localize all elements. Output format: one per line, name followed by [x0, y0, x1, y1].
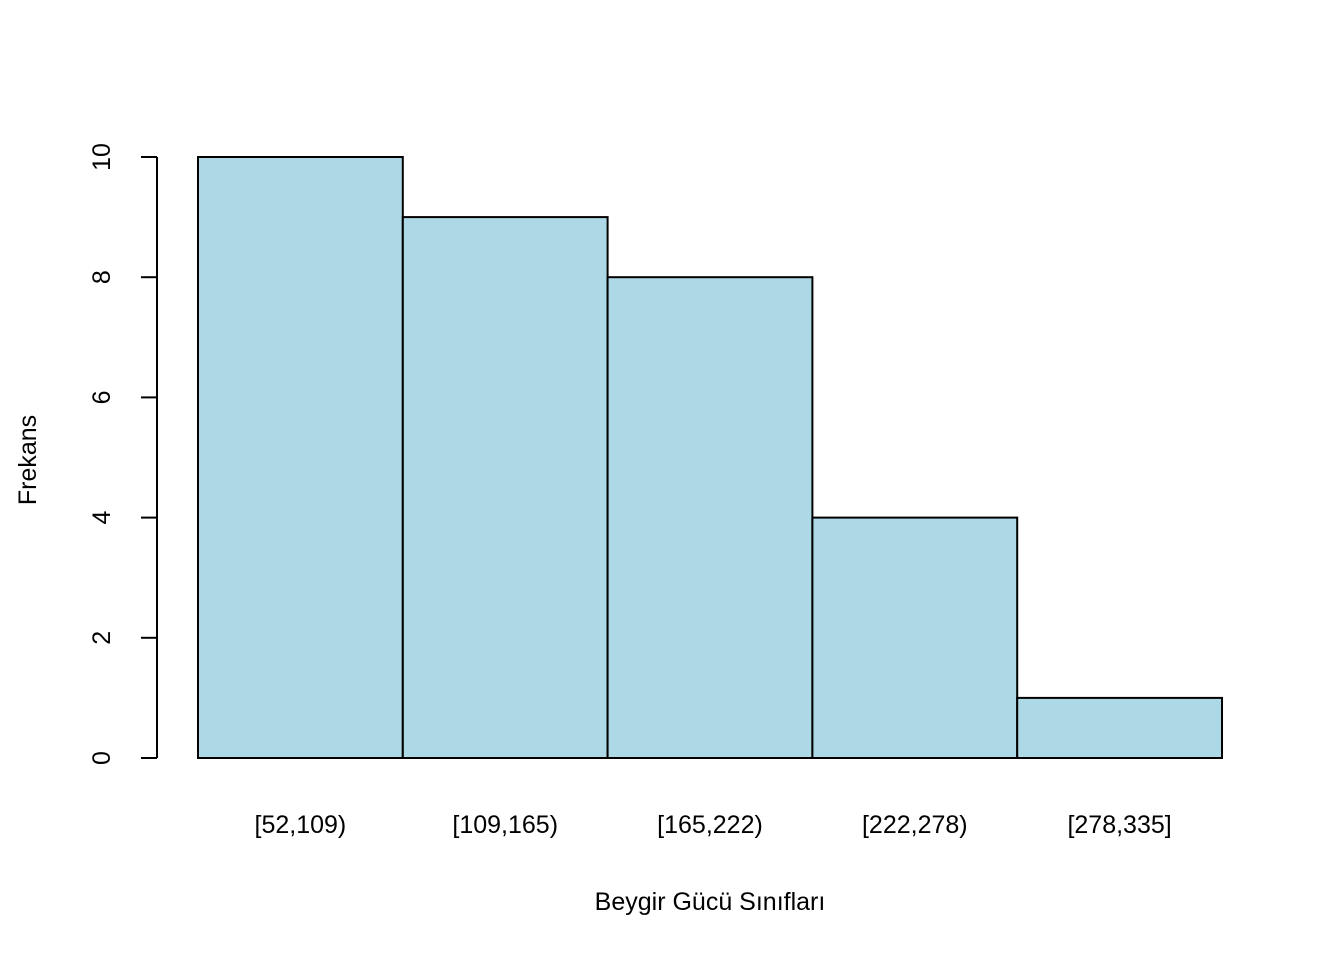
- y-tick-label: 8: [88, 270, 116, 284]
- y-axis: 0 2 4 6 8 10: [88, 143, 158, 765]
- bar: [1016, 696, 1224, 760]
- x-tick-label: [222,278): [862, 811, 968, 839]
- x-tick-label: [52,109): [255, 811, 347, 839]
- y-tick-label: 2: [88, 631, 116, 645]
- bar: [197, 156, 404, 759]
- y-axis-title: Frekans: [14, 415, 42, 505]
- bar: [811, 516, 1019, 759]
- y-tick-label: 0: [88, 751, 116, 765]
- x-tick-label: [165,222): [657, 811, 763, 839]
- y-tick-label: 6: [88, 390, 116, 404]
- bar: [401, 216, 609, 760]
- bars-group: [197, 156, 1224, 760]
- y-tick-label: 10: [88, 143, 116, 171]
- bar: [606, 276, 814, 759]
- x-tick-label: [109,165): [452, 811, 558, 839]
- y-tick-label: 4: [88, 511, 116, 525]
- x-tick-labels: [52,109) [109,165) [165,222) [222,278) [278,…: [255, 811, 1172, 839]
- x-axis-title: Beygir Gücü Sınıfları: [595, 888, 826, 916]
- x-tick-label: [278,335]: [1067, 811, 1171, 839]
